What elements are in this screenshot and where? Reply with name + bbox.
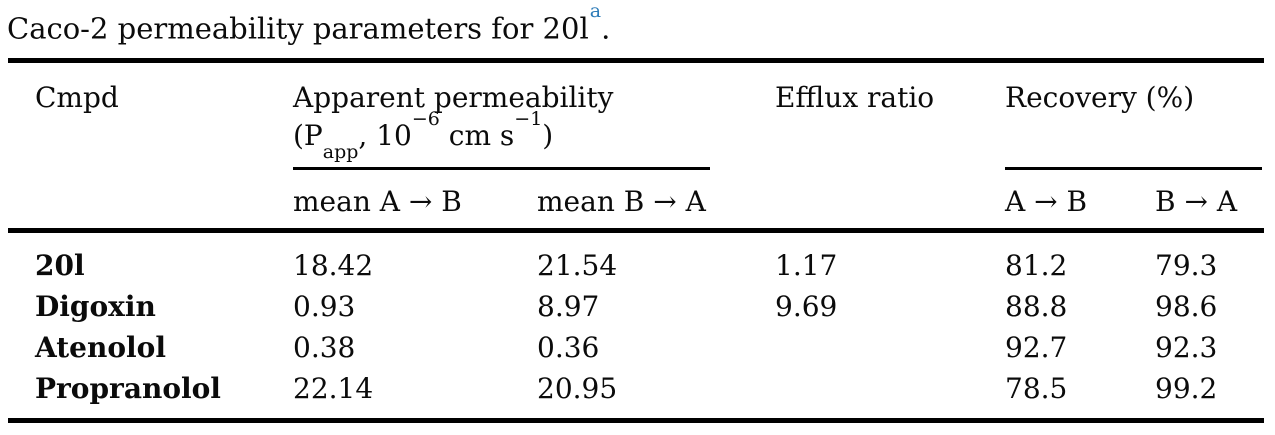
unit-close: )	[542, 119, 554, 152]
compound-name: Atenolol	[35, 331, 166, 364]
cell-efflux-ratio	[775, 328, 1005, 369]
cell-mean-b-to-a: 8.97	[537, 290, 600, 323]
col-header-cmpd: Cmpd	[35, 81, 119, 114]
compound-name: Digoxin	[35, 290, 156, 323]
cell-efflux-ratio: 1.17	[775, 249, 838, 282]
cell-recovery-a-to-b: 92.7	[1005, 331, 1068, 364]
cell-mean-a-to-b: 0.38	[293, 331, 356, 364]
cell-mean-b-to-a: 0.36	[537, 331, 600, 364]
table-header: Cmpd Apparent permeability (Papp, 10−6 c…	[8, 58, 1264, 233]
cell-recovery-a-to-b: 81.2	[1005, 249, 1068, 282]
subcol-header-mean-a-to-b: mean A → B	[293, 185, 462, 218]
apparent-permeability-unit: (Papp, 10−6 cm s−1)	[293, 109, 710, 161]
unit-ten: , 10	[358, 119, 412, 152]
cell-recovery-b-to-a: 98.6	[1155, 290, 1218, 323]
header-row-groups: Cmpd Apparent permeability (Papp, 10−6 c…	[8, 63, 1264, 170]
cell-recovery-a-to-b: 78.5	[1005, 372, 1068, 405]
caco2-permeability-table: Cmpd Apparent permeability (Papp, 10−6 c…	[8, 58, 1264, 423]
header-row-subcolumns: mean A → B mean B → A A → B B → A	[8, 170, 1264, 228]
unit-subscript-app: app	[322, 140, 359, 163]
unit-open: (P	[293, 119, 323, 152]
col-header-recovery: Recovery (%)	[1005, 63, 1262, 170]
compound-name: Propranolol	[35, 372, 221, 405]
table-row-digoxin: Digoxin 0.93 8.97 9.69 88.8 98.6	[8, 287, 1264, 328]
cell-recovery-a-to-b: 88.8	[1005, 290, 1068, 323]
cell-efflux-ratio	[775, 369, 1005, 410]
cell-efflux-ratio: 9.69	[775, 290, 838, 323]
cell-recovery-b-to-a: 99.2	[1155, 372, 1218, 405]
table-row-propranolol: Propranolol 22.14 20.95 78.5 99.2	[8, 369, 1264, 410]
table-body: 20l 18.42 21.54 1.17 81.2 79.3 Digoxin 0…	[8, 233, 1264, 423]
footnote-marker-link[interactable]: a	[589, 0, 602, 22]
cell-mean-b-to-a: 21.54	[537, 249, 618, 282]
cell-recovery-b-to-a: 92.3	[1155, 331, 1218, 364]
subcol-header-recovery-a-to-b: A → B	[1005, 185, 1088, 218]
compound-name: 20l	[35, 249, 85, 282]
cell-mean-a-to-b: 22.14	[293, 372, 374, 405]
cell-mean-a-to-b: 18.42	[293, 249, 374, 282]
col-header-efflux-ratio: Efflux ratio	[775, 81, 935, 114]
col-header-apparent-permeability: Apparent permeability (Papp, 10−6 cm s−1…	[293, 63, 710, 170]
table-row-atenolol: Atenolol 0.38 0.36 92.7 92.3	[8, 328, 1264, 369]
unit-exponent-minus6: −6	[411, 107, 440, 130]
subcol-header-mean-b-to-a: mean B → A	[537, 185, 706, 218]
table-row-20l: 20l 18.42 21.54 1.17 81.2 79.3	[8, 246, 1264, 287]
unit-exponent-minus1: −1	[514, 107, 543, 130]
apparent-permeability-title: Apparent permeability	[293, 81, 614, 114]
subcol-header-recovery-b-to-a: B → A	[1155, 185, 1238, 218]
caption-text: Caco-2 permeability parameters for 20l	[7, 11, 589, 46]
cell-mean-a-to-b: 0.93	[293, 290, 356, 323]
unit-cm-s: cm s	[439, 119, 515, 152]
cell-mean-b-to-a: 20.95	[537, 372, 618, 405]
caption-period: .	[601, 11, 611, 46]
table-caption: Caco-2 permeability parameters for 20la.	[7, 0, 611, 49]
cell-recovery-b-to-a: 79.3	[1155, 249, 1218, 282]
